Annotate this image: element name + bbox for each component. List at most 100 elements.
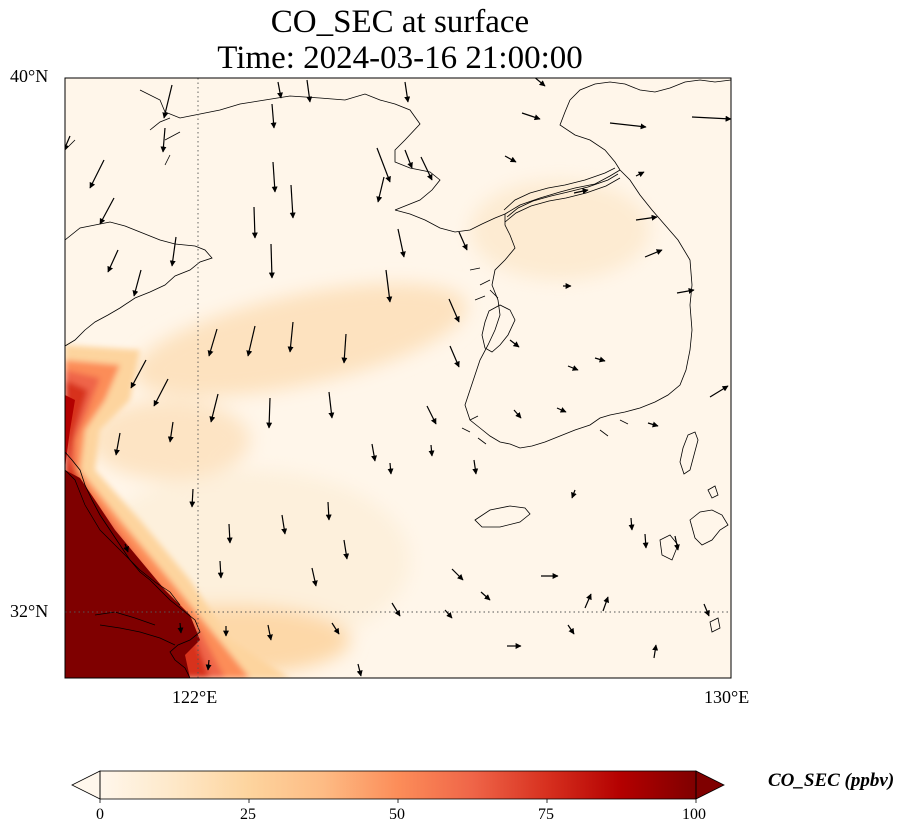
wind-arrow	[385, 269, 393, 303]
wind-arrow	[644, 249, 663, 258]
wind-arrow	[306, 79, 313, 103]
wind-arrow	[169, 236, 177, 267]
map-subtitle-time: Time: 2024-03-16 21:00:00	[217, 40, 583, 76]
wind-arrow	[571, 489, 577, 499]
wind-arrow	[676, 287, 695, 294]
wind-arrow	[602, 596, 610, 612]
wind-arrow	[99, 197, 115, 225]
wind-arrow	[387, 462, 394, 475]
wind-arrow	[325, 501, 332, 521]
lat-label-40n: 40°N	[10, 66, 49, 86]
wind-arrow	[270, 103, 277, 129]
wind-arrow	[420, 156, 433, 181]
colorbar-tick-100: 100	[682, 806, 706, 823]
wind-arrow	[289, 184, 296, 219]
wind-arrow	[404, 149, 413, 169]
wind-arrow	[652, 644, 659, 659]
wind-arrow	[311, 567, 318, 587]
wind-arrow	[356, 663, 363, 677]
wind-arrow	[691, 115, 731, 122]
wind-arrow	[107, 249, 119, 273]
wind-arrow	[266, 397, 273, 429]
wind-arrow	[277, 81, 283, 99]
wind-arrow	[246, 325, 256, 357]
wind-arrow	[449, 345, 460, 368]
wind-arrow	[444, 609, 453, 619]
wind-arrow	[513, 409, 522, 419]
colorbar-tick-25: 25	[240, 806, 256, 823]
wind-arrow	[271, 161, 278, 193]
wind-arrow	[458, 231, 468, 251]
wind-arrow	[647, 421, 659, 428]
wind-arrow	[266, 624, 273, 641]
wind-arrow	[428, 444, 435, 457]
wind-arrow	[448, 298, 460, 323]
wind-arrow	[404, 81, 411, 103]
wind-arrow	[709, 385, 729, 398]
wind-arrow	[371, 443, 378, 462]
wind-arrow	[123, 543, 129, 553]
wind-arrow	[509, 339, 520, 348]
wind-arrow	[114, 432, 121, 456]
wind-arrow	[635, 171, 645, 178]
wind-arrow	[426, 405, 437, 425]
wind-arrow	[217, 560, 224, 579]
wind-arrow	[341, 333, 348, 364]
wind-arrow	[132, 269, 142, 297]
wind-arrow	[521, 112, 541, 121]
wind-arrow	[287, 321, 294, 353]
wind-arrow	[391, 602, 401, 617]
map-title: CO_SEC at surface	[270, 4, 530, 40]
wind-arrow	[642, 533, 649, 549]
wind-arrow	[65, 135, 71, 151]
colorbar-tick-0: 0	[96, 806, 104, 823]
wind-arrow	[162, 84, 173, 119]
wind-arrow	[556, 407, 567, 413]
wind-arrow	[703, 603, 710, 617]
wind-arrow	[376, 176, 385, 203]
wind-arrow	[207, 328, 218, 357]
wind-arrow	[281, 514, 288, 535]
wind-arrow	[89, 159, 105, 189]
wind-arrow	[343, 539, 350, 560]
lon-label-130e: 130°E	[704, 687, 750, 707]
wind-arrow	[160, 127, 167, 153]
wind-arrow	[153, 378, 169, 407]
wind-arrow	[567, 365, 579, 371]
wind-arrow	[673, 535, 680, 551]
wind-arrow	[268, 243, 275, 279]
wind-arrow	[594, 356, 606, 363]
concentration-field	[65, 78, 731, 678]
wind-arrow	[504, 155, 517, 163]
wind-arrow	[205, 659, 212, 671]
wind-arrow	[573, 188, 589, 195]
wind-arrow	[328, 391, 335, 419]
wind-arrow	[209, 393, 219, 423]
wind-arrow	[472, 459, 479, 475]
lat-label-32n: 32°N	[10, 601, 49, 621]
lon-label-122e: 122°E	[172, 687, 218, 707]
wind-arrow	[130, 359, 147, 389]
wind-arrow	[189, 488, 196, 508]
wind-arrow	[451, 568, 464, 581]
colorbar-label: CO_SEC (ppbv)	[768, 770, 895, 791]
colorbar-tick-50: 50	[389, 806, 405, 823]
wind-arrow	[397, 228, 406, 258]
wind-arrow	[480, 591, 491, 601]
wind-arrow	[584, 593, 592, 609]
wind-arrow	[628, 517, 635, 531]
wind-arrow	[331, 622, 340, 635]
wind-arrow	[167, 421, 174, 443]
colorbar	[71, 770, 725, 803]
wind-arrow	[567, 624, 575, 635]
map-frame	[64, 77, 732, 679]
colorbar-tick-75: 75	[538, 806, 554, 823]
coastlines	[65, 79, 731, 678]
wind-arrow	[251, 206, 258, 239]
wind-vectors	[65, 78, 731, 677]
wind-arrow	[376, 147, 391, 183]
wind-arrow	[609, 122, 647, 130]
country-borders	[65, 469, 181, 606]
wind-arrow	[226, 523, 233, 544]
